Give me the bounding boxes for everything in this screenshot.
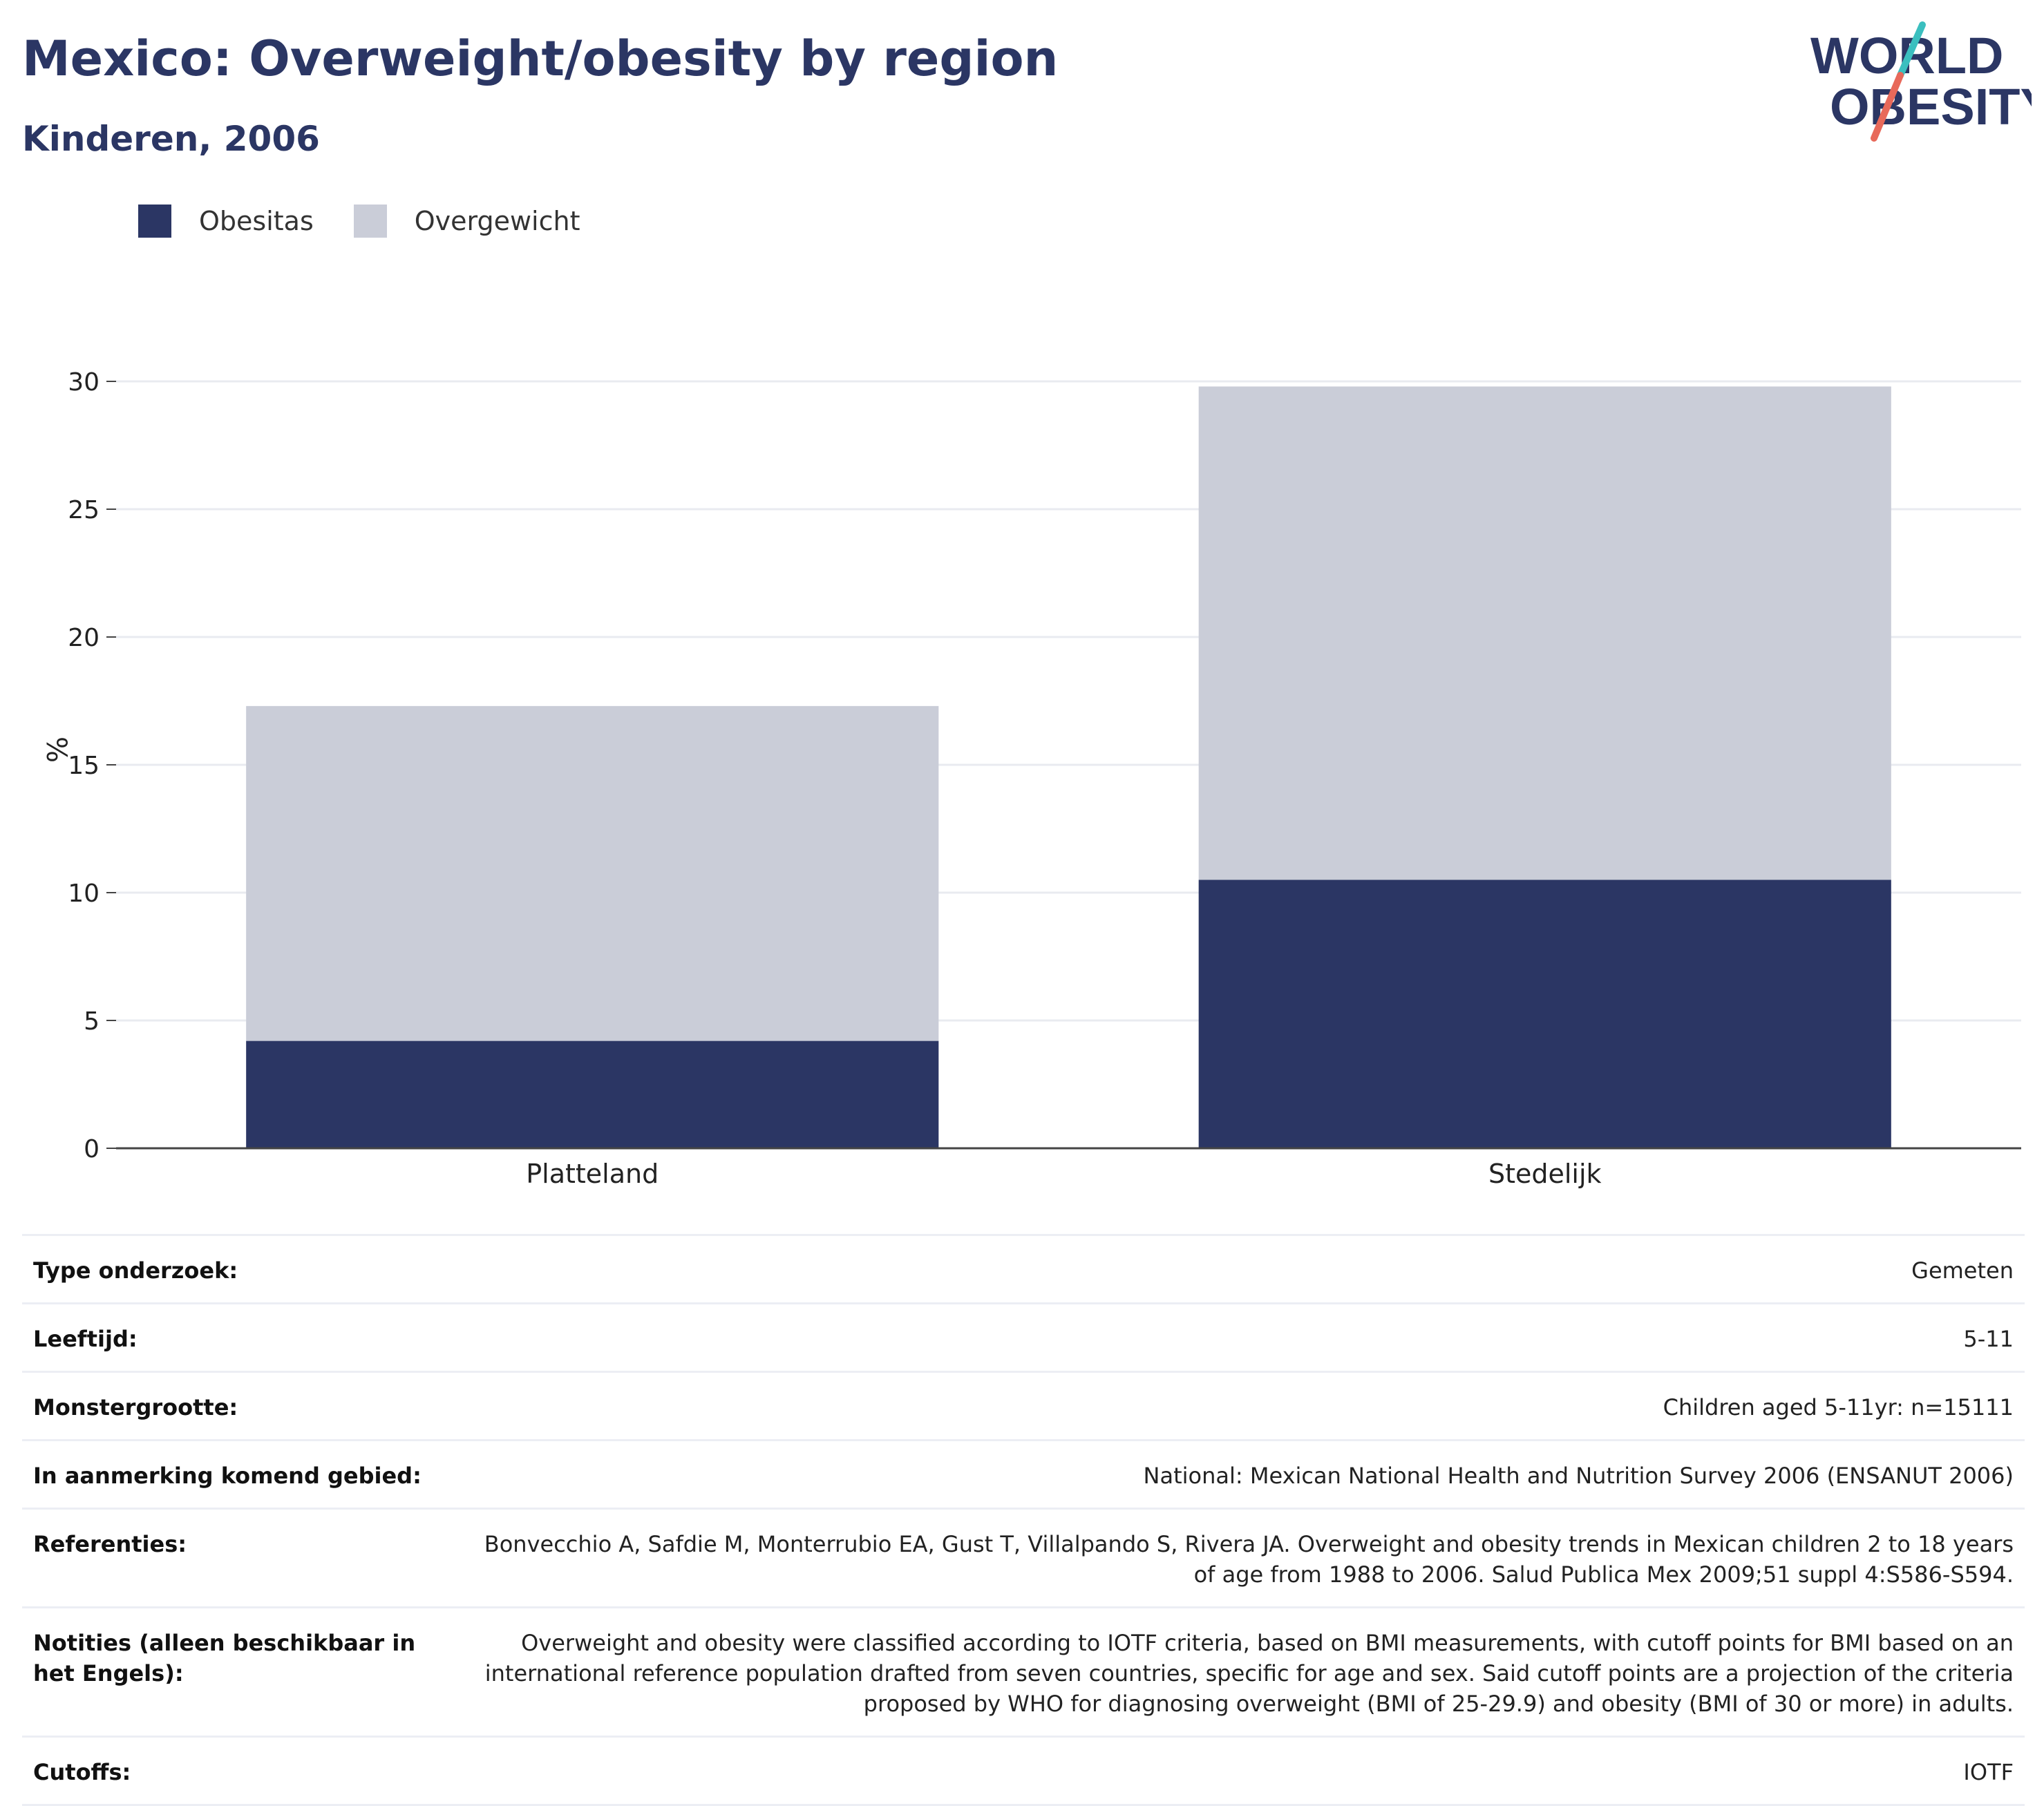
y-tick-label: 10 bbox=[68, 880, 100, 908]
info-label: Leeftijd: bbox=[33, 1326, 138, 1352]
chart-legend: Obesitas Overgewicht bbox=[138, 205, 621, 238]
info-row: In aanmerking komend gebied: National: Me… bbox=[22, 1439, 2025, 1508]
info-value: Gemeten bbox=[1911, 1257, 2014, 1284]
info-row: Referenties: Bonvecchio A, Safdie M, Mont… bbox=[22, 1508, 2025, 1606]
legend-swatch-obesitas bbox=[138, 205, 171, 238]
logo-slash-coral bbox=[1871, 72, 1904, 142]
chart-subtitle: Kinderen, 2006 bbox=[22, 119, 320, 159]
info-label: Notities (alleen beschikbaar in het Enge… bbox=[33, 1630, 416, 1686]
y-tick-label: 15 bbox=[68, 752, 100, 780]
info-label: Cutoffs: bbox=[33, 1759, 131, 1785]
y-tick-label: 5 bbox=[84, 1007, 100, 1036]
info-label: Type onderzoek: bbox=[33, 1257, 238, 1284]
legend-label-obesitas: Obesitas bbox=[199, 206, 314, 236]
y-tick-label: 30 bbox=[68, 368, 100, 397]
y-tick-label: 25 bbox=[68, 496, 100, 524]
bar-obesitas-platteland[interactable] bbox=[246, 1040, 939, 1148]
info-value: 5-11 bbox=[1963, 1326, 2014, 1352]
info-value: IOTF bbox=[1963, 1759, 2014, 1785]
info-value: Bonvecchio A, Safdie M, Monterrubio EA, … bbox=[484, 1531, 2014, 1588]
info-value: National: Mexican National Health and Nu… bbox=[1143, 1463, 2014, 1489]
legend-item-overgewicht[interactable]: Overgewicht bbox=[353, 205, 580, 238]
info-value: Overweight and obesity were classified a… bbox=[484, 1630, 2014, 1717]
chart-title: Mexico: Overweight/obesity by region bbox=[22, 30, 1059, 87]
info-row: Type onderzoek: Gemeten bbox=[22, 1234, 2025, 1302]
x-tick-label: Platteland bbox=[526, 1159, 659, 1189]
legend-item-obesitas[interactable]: Obesitas bbox=[138, 205, 314, 238]
info-label: Monstergrootte: bbox=[33, 1394, 238, 1420]
x-tick-label: Stedelijk bbox=[1488, 1159, 1602, 1189]
bar-overgewicht-platteland[interactable] bbox=[246, 705, 939, 1041]
legend-swatch-overgewicht bbox=[353, 205, 387, 238]
info-label: In aanmerking komend gebied: bbox=[33, 1463, 422, 1489]
y-tick-label: 20 bbox=[68, 624, 100, 652]
bars bbox=[246, 386, 1891, 1148]
logo-text-obesity: OBESITY bbox=[1830, 78, 2032, 135]
info-row: Cutoffs: IOTF bbox=[22, 1736, 2025, 1806]
survey-info-table: Type onderzoek: Gemeten Leeftijd: 5-11 Monst… bbox=[22, 1234, 2025, 1806]
bar-overgewicht-stedelijk[interactable] bbox=[1198, 386, 1891, 880]
info-row: Notities (alleen beschikbaar in het Enge… bbox=[22, 1606, 2025, 1736]
axes: 0 5 10 15 20 25 30 Platteland Stedelijk bbox=[68, 368, 2021, 1189]
bar-obesitas-stedelijk[interactable] bbox=[1198, 880, 1891, 1149]
info-row: Leeftijd: 5-11 bbox=[22, 1302, 2025, 1371]
info-label: Referenties: bbox=[33, 1531, 187, 1557]
legend-label-overgewicht: Overgewicht bbox=[414, 206, 580, 236]
info-value: Children aged 5-11yr: n=15111 bbox=[1663, 1394, 2014, 1420]
y-axis-label: % bbox=[40, 736, 72, 763]
world-obesity-logo: WORLD OBESITY bbox=[1810, 21, 2032, 142]
logo-slash-teal bbox=[1897, 21, 1926, 79]
info-row: Monstergrootte: Children aged 5-11yr: n=1… bbox=[22, 1371, 2025, 1439]
y-tick-label: 0 bbox=[84, 1135, 100, 1163]
stacked-bar-chart: 0 5 10 15 20 25 30 Platteland Stedelijk % bbox=[40, 368, 2021, 1189]
